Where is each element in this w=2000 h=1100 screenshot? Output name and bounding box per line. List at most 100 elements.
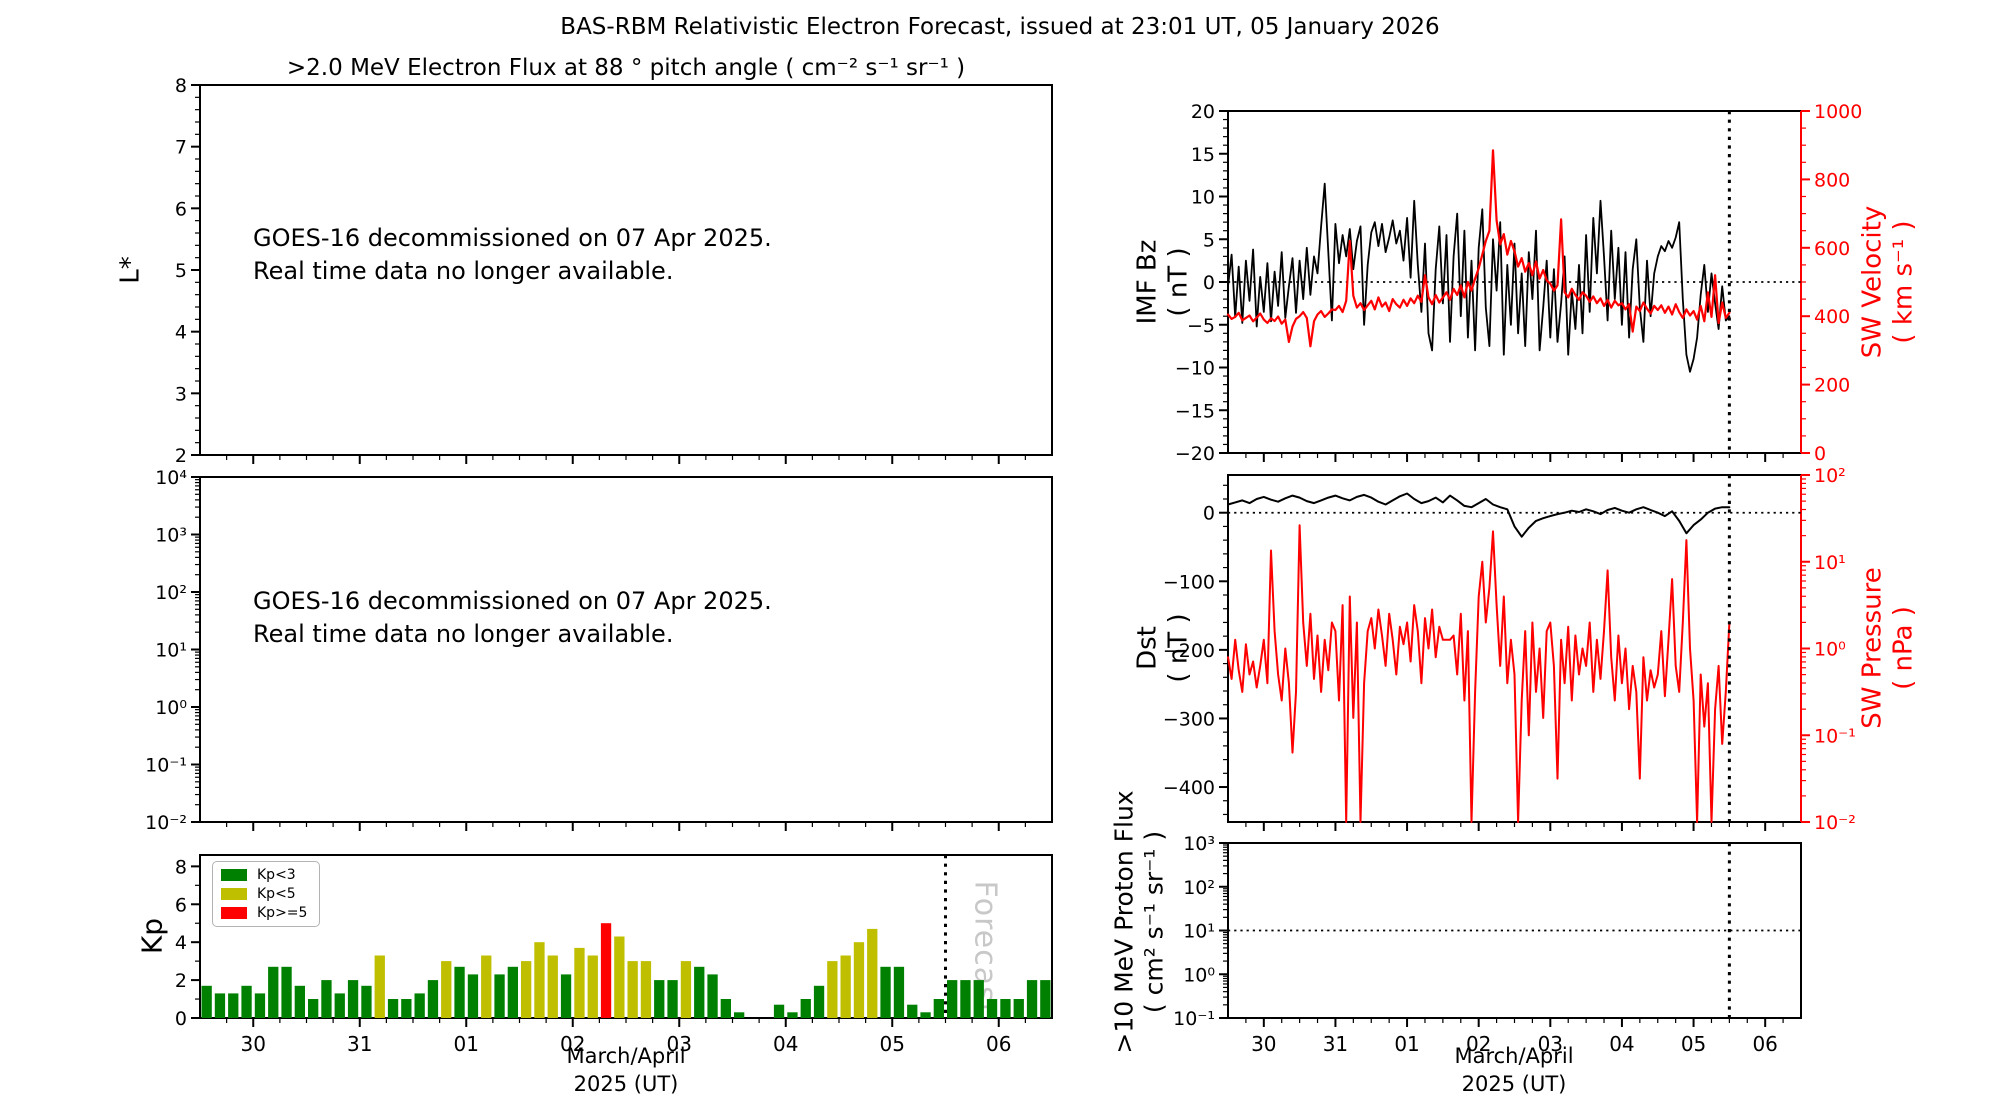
kp-bar [813,985,825,1018]
y-tick-label: 8 [175,856,187,878]
kp-bar [361,985,372,1018]
y-tick-label: 10² [155,582,187,604]
y-tick-label: 10 [1191,187,1215,209]
y-tick-label: 10² [1814,465,1846,487]
y-tick-label: 5 [1203,229,1215,251]
sw-velocity-axis-label: SW Velocity ( km s⁻¹ ) [1857,206,1918,358]
x-tick-label: 06 [986,1032,1011,1056]
kp-bar [720,999,731,1018]
kp-bar [228,993,239,1018]
dst-series [1227,492,1731,538]
y-tick-label: −20 [1175,443,1215,465]
sw-velocity-axis-label-line2: ( km s⁻¹ ) [1888,220,1918,344]
kp-bar [654,980,665,1018]
x-tick-label: 01 [454,1032,479,1056]
y-tick-label: 5 [175,260,187,282]
y-tick-label: 10³ [1183,833,1215,855]
kp-bar [694,966,705,1018]
kp-bar [481,955,492,1018]
proton-flux-axis-label: >10 MeV Proton Flux ( cm² s⁻¹ sr⁻¹ ) [1110,790,1169,1053]
kp-bar [534,942,545,1018]
kp-bar [933,999,944,1018]
kp-bar [201,985,212,1018]
y-tick-label: −15 [1175,400,1215,422]
kp-bar [1000,999,1011,1018]
goes-decommission-notice: GOES-16 decommissioned on 07 Apr 2025. R… [253,585,772,651]
imf-bz-axis-label-line2: ( nT ) [1163,247,1193,317]
kp-legend: Kp<3 Kp<5 Kp>=5 [212,861,321,927]
figure-title: BAS-RBM Relativistic Electron Forecast, … [560,14,1440,40]
x-tick-label: 03 [667,1032,692,1056]
y-tick-label: 7 [175,137,187,159]
y-tick-label: 10¹ [1183,921,1215,943]
kp-bar [294,985,305,1018]
notice-line-1: GOES-16 decommissioned on 07 Apr 2025. [253,224,772,252]
y-tick-label: 10⁻¹ [145,755,187,777]
kp-bar [467,974,479,1018]
kp-legend-label: Kp<3 [257,867,296,883]
xaxis-label-right: March/April 2025 (UT) [1314,1042,1714,1099]
y-tick-label: 2 [175,445,187,467]
x-tick-label: 31 [1323,1032,1348,1056]
x-tick-label: 04 [1609,1032,1634,1056]
y-tick-label: 10³ [155,525,187,547]
goes-decommission-notice: GOES-16 decommissioned on 07 Apr 2025. R… [253,222,772,288]
kp-bar [920,1012,931,1018]
y-tick-label: 10⁰ [155,697,187,719]
notice-line-2: Real time data no longer available. [253,257,674,286]
proton-flux-axis-label-line2: ( cm² s⁻¹ sr⁻¹ ) [1139,830,1168,1014]
kp-bar [454,966,465,1018]
y-tick-label: 4 [175,322,187,344]
y-tick-label: 10⁻¹ [1173,1008,1215,1030]
kp-legend-label: Kp>=5 [257,905,308,921]
y-tick-label: 10⁻² [145,812,187,834]
sw-pressure-axis-label-line2: ( nPa ) [1888,606,1918,690]
kp-legend-label: Kp<5 [257,886,296,902]
kp-bar [627,961,638,1018]
x-tick-label: 03 [1538,1032,1563,1056]
kp-bar [574,947,585,1018]
kp-olive-swatch [221,888,247,900]
xaxis-label-year: 2025 (UT) [1461,1072,1567,1097]
x-tick-label: 31 [347,1032,372,1056]
kp-bar [214,993,226,1018]
y-tick-label: 6 [175,894,187,916]
y-tick-label: 10⁴ [155,467,187,489]
y-tick-label: 10⁻² [1814,812,1856,834]
kp-bar [827,961,838,1018]
kp-bar [867,928,878,1018]
notice-line-2: Real time data no longer available. [253,620,674,649]
y-tick-label: 2 [175,970,187,992]
kp-bar [947,980,958,1018]
xaxis-label-left: March/April 2025 (UT) [426,1042,826,1099]
y-tick-label: 20 [1191,101,1215,123]
sw-pressure-axis-label-line1: SW Pressure [1857,567,1888,729]
kp-bar [667,980,678,1018]
kp-bar [547,955,558,1018]
kp-legend-item-low: Kp<3 [221,867,307,883]
kp-bar [268,966,279,1018]
kp-bar [401,999,412,1018]
kp-bar [587,955,598,1018]
imf-bz-axis-label: IMF Bz ( nT ) [1132,240,1193,325]
kp-bar [800,999,811,1018]
kp-bar [334,993,345,1018]
kp-bar [600,923,612,1018]
y-tick-label: 1000 [1814,101,1862,123]
kp-bar [321,980,332,1018]
y-tick-label: 10⁻¹ [1814,725,1856,747]
kp-bar [840,955,851,1018]
proton-flux-axis-label-line1: >10 MeV Proton Flux [1109,790,1139,1054]
kp-bar [374,955,385,1018]
kp-red-swatch [221,907,247,919]
kp-bar [494,974,505,1018]
y-tick-label: 600 [1814,238,1850,260]
y-tick-label: 10¹ [155,640,187,662]
kp-bar [521,961,532,1018]
kp-bar [347,980,359,1018]
kp-bar [281,966,292,1018]
kp-bar [414,993,425,1018]
y-tick-label: 10¹ [1814,552,1846,574]
x-tick-label: 06 [1752,1032,1777,1056]
